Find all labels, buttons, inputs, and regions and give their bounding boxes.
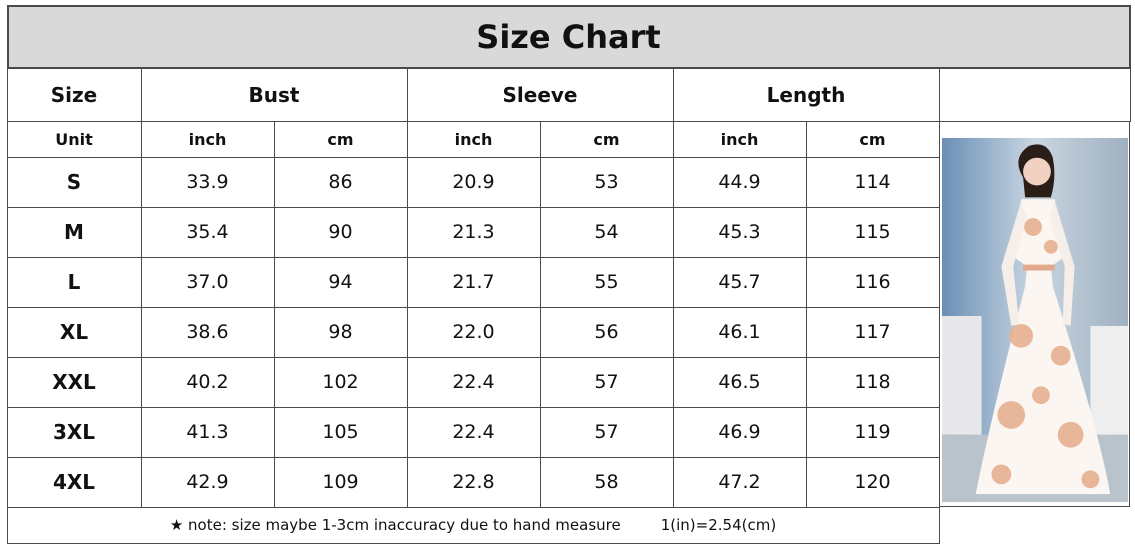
column-header: Size	[6, 67, 142, 122]
value-cell: 116	[805, 256, 940, 308]
value-cell: 118	[805, 356, 940, 408]
value-cell: 21.3	[406, 206, 541, 258]
column-header: Bust	[140, 67, 408, 122]
size-label: XXL	[6, 356, 142, 408]
unit-cell: cm	[273, 120, 408, 158]
value-cell: 45.3	[672, 206, 807, 258]
value-cell: 20.9	[406, 156, 541, 208]
footer-conversion: 1(in)=2.54(cm)	[660, 516, 777, 534]
unit-cell: inch	[406, 120, 541, 158]
value-cell: 37.0	[140, 256, 275, 308]
value-cell: 90	[273, 206, 408, 258]
size-label: M	[6, 206, 142, 258]
value-cell: 21.7	[406, 256, 541, 308]
value-cell: 42.9	[140, 456, 275, 508]
value-cell: 102	[273, 356, 408, 408]
value-cell: 54	[539, 206, 674, 258]
column-header: Length	[672, 67, 940, 122]
value-cell: 22.4	[406, 406, 541, 458]
value-cell: 94	[273, 256, 408, 308]
value-cell: 57	[539, 406, 674, 458]
value-cell: 114	[805, 156, 940, 208]
value-cell: 45.7	[672, 256, 807, 308]
title: Size Chart	[6, 4, 1131, 69]
value-cell: 22.8	[406, 456, 541, 508]
value-cell: 22.0	[406, 306, 541, 358]
empty-cell	[938, 67, 1131, 122]
value-cell: 57	[539, 356, 674, 408]
value-cell: 46.1	[672, 306, 807, 358]
value-cell: 86	[273, 156, 408, 208]
value-cell: 46.9	[672, 406, 807, 458]
value-cell: 98	[273, 306, 408, 358]
value-cell: 117	[805, 306, 940, 358]
value-cell: 44.9	[672, 156, 807, 208]
dress-photo	[941, 137, 1128, 503]
value-cell: 40.2	[140, 356, 275, 408]
value-cell: 55	[539, 256, 674, 308]
footer-note: ★ note: size maybe 1-3cm inaccuracy due …	[169, 516, 621, 534]
size-label: 4XL	[6, 456, 142, 508]
column-header: Sleeve	[406, 67, 674, 122]
size-label: L	[6, 256, 142, 308]
value-cell: 56	[539, 306, 674, 358]
value-cell: 115	[805, 206, 940, 258]
value-cell: 120	[805, 456, 940, 508]
unit-cell: cm	[805, 120, 940, 158]
value-cell: 41.3	[140, 406, 275, 458]
value-cell: 33.9	[140, 156, 275, 208]
value-cell: 38.6	[140, 306, 275, 358]
value-cell: 105	[273, 406, 408, 458]
value-cell: 58	[539, 456, 674, 508]
size-label: 3XL	[6, 406, 142, 458]
value-cell: 119	[805, 406, 940, 458]
size-label: XL	[6, 306, 142, 358]
value-cell: 35.4	[140, 206, 275, 258]
value-cell: 53	[539, 156, 674, 208]
unit-cell: cm	[539, 120, 674, 158]
value-cell: 22.4	[406, 356, 541, 408]
unit-cell: Unit	[6, 120, 142, 158]
value-cell: 47.2	[672, 456, 807, 508]
size-label: S	[6, 156, 142, 208]
value-cell: 46.5	[672, 356, 807, 408]
unit-cell: inch	[140, 120, 275, 158]
footer: ★ note: size maybe 1-3cm inaccuracy due …	[6, 506, 940, 544]
photo-cell	[938, 120, 1130, 507]
unit-cell: inch	[672, 120, 807, 158]
value-cell: 109	[273, 456, 408, 508]
